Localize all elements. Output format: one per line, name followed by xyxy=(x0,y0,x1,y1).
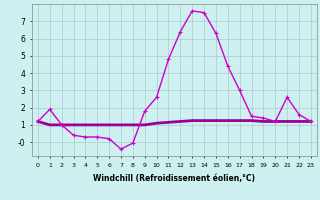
X-axis label: Windchill (Refroidissement éolien,°C): Windchill (Refroidissement éolien,°C) xyxy=(93,174,255,183)
